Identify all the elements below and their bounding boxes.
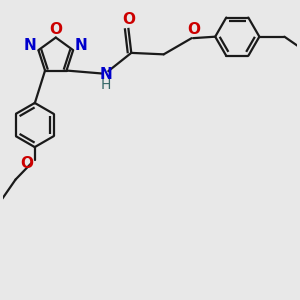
Text: N: N — [100, 68, 112, 82]
Text: N: N — [75, 38, 88, 53]
Text: N: N — [24, 38, 37, 53]
Text: O: O — [188, 22, 200, 38]
Text: O: O — [20, 156, 33, 171]
Text: H: H — [101, 78, 111, 92]
Text: O: O — [49, 22, 62, 37]
Text: O: O — [122, 12, 135, 27]
